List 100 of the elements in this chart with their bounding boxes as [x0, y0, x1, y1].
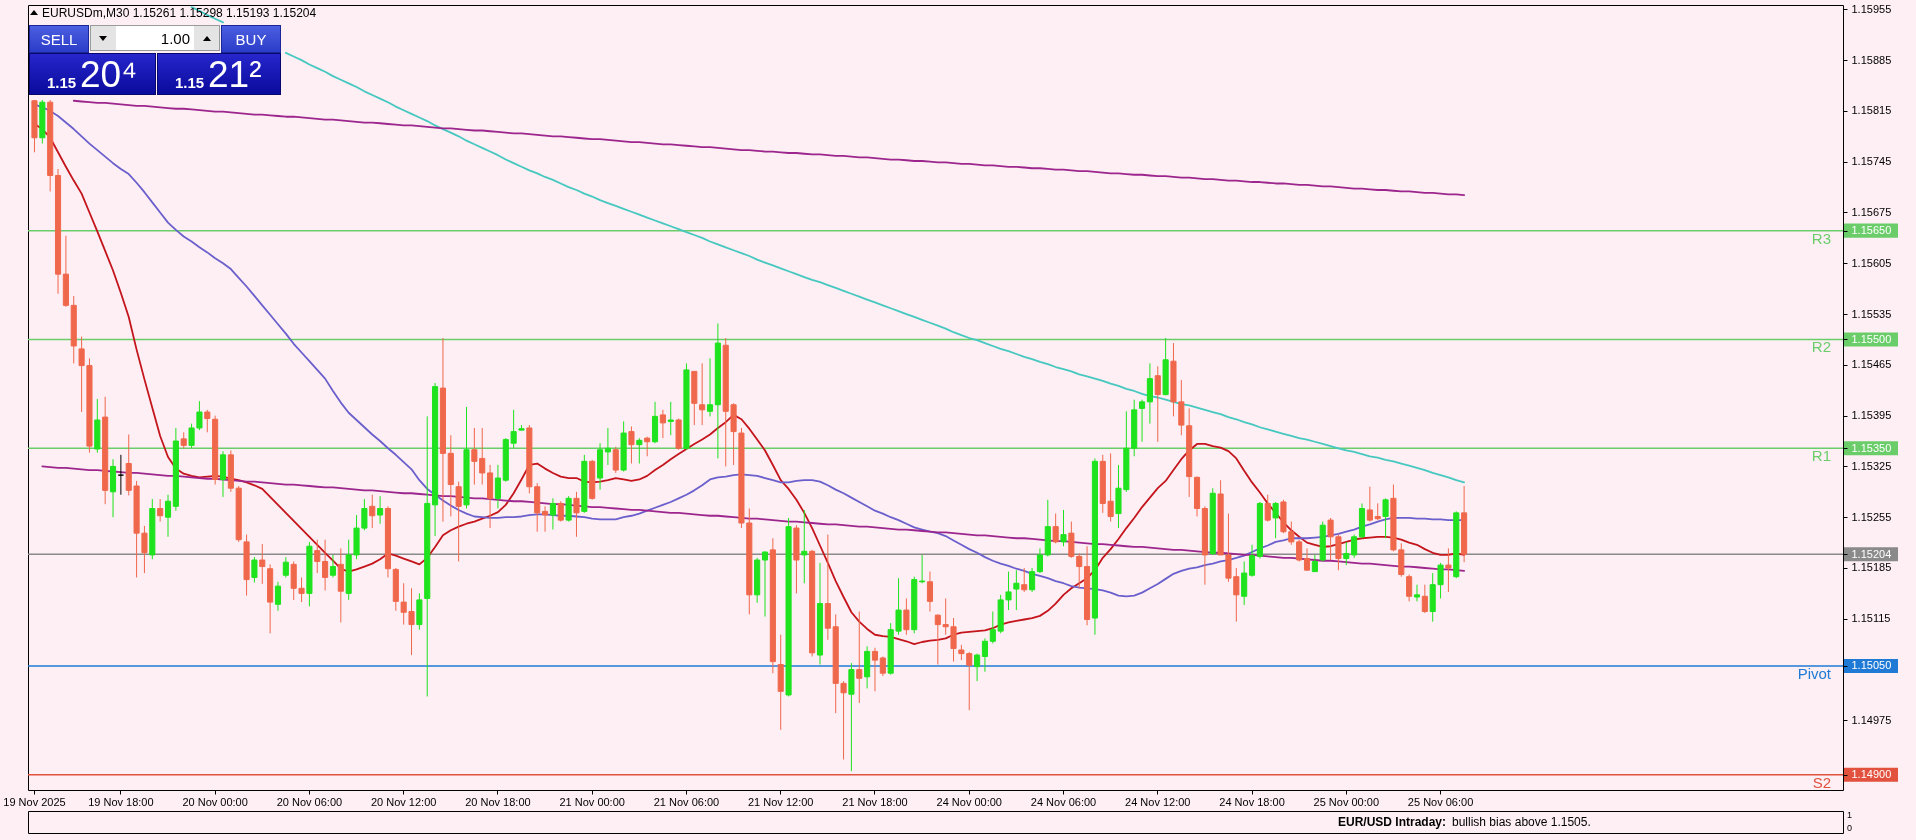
- x-tick-label: 24 Nov 00:00: [936, 795, 1002, 808]
- price-tile: 1.15 20⁴: [29, 53, 156, 95]
- candlestick: [1343, 541, 1350, 566]
- annotation: 20⁴: [80, 54, 138, 95]
- x-tick-label: 20 Nov 18:00: [465, 795, 531, 808]
- y-tick-label: 1.15885: [1851, 53, 1892, 66]
- candlestick: [659, 409, 666, 439]
- candlestick: [1154, 365, 1161, 443]
- text: EUR/USD Intraday: bullish bias above 1.1505.: [1337, 815, 1591, 829]
- candlestick: [801, 509, 808, 584]
- y-tick-label: 1.15325: [1851, 459, 1892, 472]
- candlestick: [706, 357, 714, 417]
- x-tick-label: 25 Nov 00:00: [1313, 795, 1380, 808]
- candlestick: [157, 498, 164, 523]
- y-tick-label: 1.15115: [1851, 612, 1891, 625]
- candlestick: [636, 437, 643, 465]
- candlestick: [251, 556, 258, 583]
- y-tick-label: 1.15650: [1851, 224, 1892, 237]
- y-tick-label: 1.15350: [1851, 441, 1892, 454]
- ref-line-label: S2: [1812, 773, 1831, 791]
- y-tick-label: 1.15815: [1851, 104, 1892, 117]
- y-tick-label: 1.15204: [1851, 547, 1892, 560]
- candlestick: [164, 494, 172, 538]
- x-tick-label: 20 Nov 00:00: [182, 795, 248, 808]
- candlestick: [369, 494, 376, 529]
- candlestick: [1413, 584, 1421, 602]
- candlestick: [549, 497, 556, 531]
- y-tick-label: 1.15745: [1851, 155, 1892, 168]
- annotation: 1.15: [47, 74, 77, 91]
- candlestick: [329, 554, 337, 578]
- candlestick: [1248, 544, 1256, 578]
- ref-line-label: R1: [1811, 447, 1831, 465]
- candlestick: [1029, 567, 1036, 593]
- candlestick: [1241, 560, 1248, 606]
- candlestick: [981, 637, 988, 673]
- candlestick: [699, 362, 706, 426]
- candlestick: [604, 427, 611, 466]
- y-tick-label: 1.15500: [1851, 332, 1892, 345]
- text: 1: [1847, 810, 1853, 820]
- line-series: [72, 99, 1466, 196]
- candlestick: [667, 401, 674, 436]
- candlestick: [274, 581, 282, 612]
- y-tick-label: 1.15050: [1851, 659, 1892, 672]
- x-tick-label: 20 Nov 12:00: [370, 795, 437, 808]
- candlestick: [1421, 584, 1428, 614]
- x-tick-label: 24 Nov 06:00: [1030, 795, 1097, 808]
- y-tick-label: 1.15255: [1851, 510, 1892, 523]
- y-tick-label: 1.15605: [1851, 256, 1892, 269]
- candlestick: [259, 543, 266, 585]
- candlestick: [926, 571, 934, 613]
- x-tick-label: 19 Nov 2025: [3, 795, 66, 808]
- annotation: 21²: [208, 54, 262, 95]
- button: SELL: [29, 25, 89, 53]
- candlestick: [1139, 399, 1146, 443]
- x-tick-label: 21 Nov 18:00: [842, 795, 908, 808]
- candlestick: [1382, 497, 1389, 539]
- candlestick: [1366, 486, 1373, 523]
- candlestick: [455, 481, 462, 562]
- candlestick: [1036, 547, 1043, 574]
- button: BUY: [221, 25, 281, 53]
- y-tick-label: 1.15185: [1851, 561, 1892, 574]
- annotation: 1.15: [175, 74, 205, 91]
- x-tick-label: 24 Nov 18:00: [1219, 795, 1285, 808]
- x-tick-label: 21 Nov 12:00: [748, 795, 814, 808]
- price-tile: 1.15 21²: [157, 53, 281, 95]
- candlestick: [612, 446, 619, 474]
- annotation: 1.00: [160, 29, 190, 47]
- y-tick-label: 1.15675: [1851, 206, 1892, 218]
- y-tick-label: 1.15395: [1851, 409, 1892, 422]
- candlestick: [1351, 534, 1358, 559]
- candlestick: [322, 539, 329, 591]
- candlestick: [1060, 509, 1067, 547]
- ref-line-label: Pivot: [1797, 664, 1832, 682]
- candlestick: [542, 505, 549, 533]
- candlestick: [1052, 513, 1059, 544]
- x-tick-label: 20 Nov 06:00: [276, 795, 343, 808]
- candlestick: [565, 495, 572, 523]
- number-field: 1.00: [90, 25, 220, 51]
- x-tick-label: 24 Nov 12:00: [1125, 795, 1191, 808]
- candlestick: [117, 454, 124, 496]
- candlestick: [557, 500, 564, 523]
- text: 0: [1847, 823, 1853, 833]
- y-tick-label: 1.14975: [1851, 713, 1892, 726]
- candlestick: [494, 464, 501, 509]
- candlestick: [974, 653, 981, 682]
- candlestick: [1406, 574, 1413, 602]
- candlestick: [204, 409, 211, 433]
- y-tick-label: 1.14900: [1851, 768, 1892, 781]
- candlestick: [1272, 501, 1279, 539]
- y-tick-label: 1.15955: [1851, 2, 1892, 15]
- y-tick-label: 1.15535: [1851, 307, 1892, 320]
- candlestick: [573, 491, 580, 538]
- candlestick: [871, 647, 879, 692]
- candlestick: [1146, 362, 1153, 425]
- x-tick-label: 21 Nov 00:00: [559, 795, 625, 808]
- candlestick: [377, 495, 384, 525]
- candlestick: [314, 539, 321, 574]
- candlestick: [919, 554, 926, 584]
- x-tick-label: 25 Nov 06:00: [1407, 795, 1474, 808]
- x-tick-label: 21 Nov 06:00: [653, 795, 720, 808]
